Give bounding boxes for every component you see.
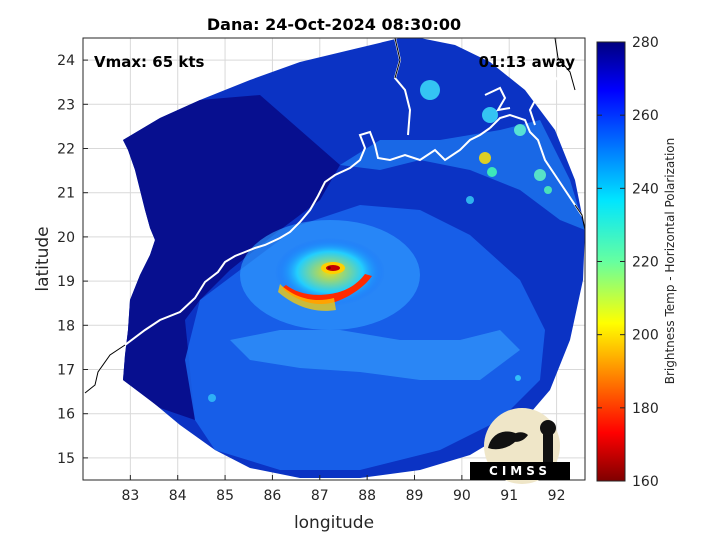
convective-cell (420, 80, 440, 100)
convective-cell (534, 169, 546, 181)
logo-tower-top (540, 420, 556, 436)
colorbar-tick-label: 260 (632, 108, 659, 124)
x-tick-label: 90 (453, 488, 471, 504)
time-away-annotation: 01:13 away (479, 53, 576, 71)
convective-cell (466, 196, 474, 204)
x-tick-label: 86 (264, 488, 282, 504)
coast-shelf (340, 120, 585, 230)
y-tick-label: 18 (57, 318, 75, 334)
y-tick-label: 20 (57, 230, 75, 246)
logo-bar (470, 462, 570, 480)
y-axis-label: latitude (33, 226, 53, 291)
y-tick-label: 21 (57, 186, 75, 202)
inland-coastline (84, 38, 585, 394)
convective-cell (482, 107, 498, 123)
x-tick-label: 88 (358, 488, 376, 504)
axes-box (82, 37, 586, 481)
logo-dish-small (510, 432, 528, 442)
storm-center-marker (327, 266, 331, 270)
eyewall-arc (282, 274, 372, 305)
colorbar-tick-label: 200 (632, 328, 659, 344)
x-tick-label: 89 (406, 488, 424, 504)
eyewall-arc-yellow (278, 284, 336, 311)
x-axis-label: longitude (294, 513, 374, 533)
y-tick-label: 17 (57, 363, 75, 379)
colorbar-label: Brightness Temp - Horizontal Polarizatio… (663, 138, 677, 385)
colorbar-tick-label: 240 (632, 181, 659, 197)
y-tick-label: 19 (57, 274, 75, 290)
y-tick-label: 16 (57, 407, 75, 423)
logo-dish-large (488, 431, 520, 450)
convective-cell (515, 375, 521, 381)
coastline (84, 38, 585, 394)
colorbar-tick-label: 180 (632, 401, 659, 417)
x-tick-label: 83 (121, 488, 139, 504)
chart-title: Dana: 24-Oct-2024 08:30:00 (207, 15, 461, 34)
x-tick-label: 87 (311, 488, 329, 504)
colorbar-ticks: 160 180 200 220 240 260 280 (597, 35, 659, 490)
logo-tower (543, 430, 553, 464)
x-tick-label: 91 (500, 488, 518, 504)
colorbar-tick-label: 280 (632, 35, 659, 51)
y-tick-label: 15 (57, 451, 75, 467)
convective-cell (208, 394, 216, 402)
axis-tick-labels: 83 84 85 86 87 88 89 90 91 92 15 16 17 18 19 20 21 22 23 24 (57, 53, 565, 504)
swath-cyan-band (230, 330, 520, 380)
vmax-annotation: Vmax: 65 kts (94, 53, 204, 71)
convective-cell (479, 152, 491, 164)
convective-cell (544, 186, 552, 194)
logo-text: CIMSS (489, 464, 551, 478)
x-tick-label: 85 (216, 488, 234, 504)
x-tick-label: 84 (169, 488, 187, 504)
cimss-logo: CIMSS (470, 408, 570, 484)
colorbar-tick-label: 220 (632, 255, 659, 271)
convective-cell (514, 124, 526, 136)
y-tick-label: 24 (57, 53, 75, 69)
y-tick-label: 23 (57, 97, 75, 113)
y-tick-label: 22 (57, 142, 75, 158)
convective-cell (487, 167, 497, 177)
x-tick-label: 92 (548, 488, 566, 504)
colorbar-tick-label: 160 (632, 474, 659, 490)
